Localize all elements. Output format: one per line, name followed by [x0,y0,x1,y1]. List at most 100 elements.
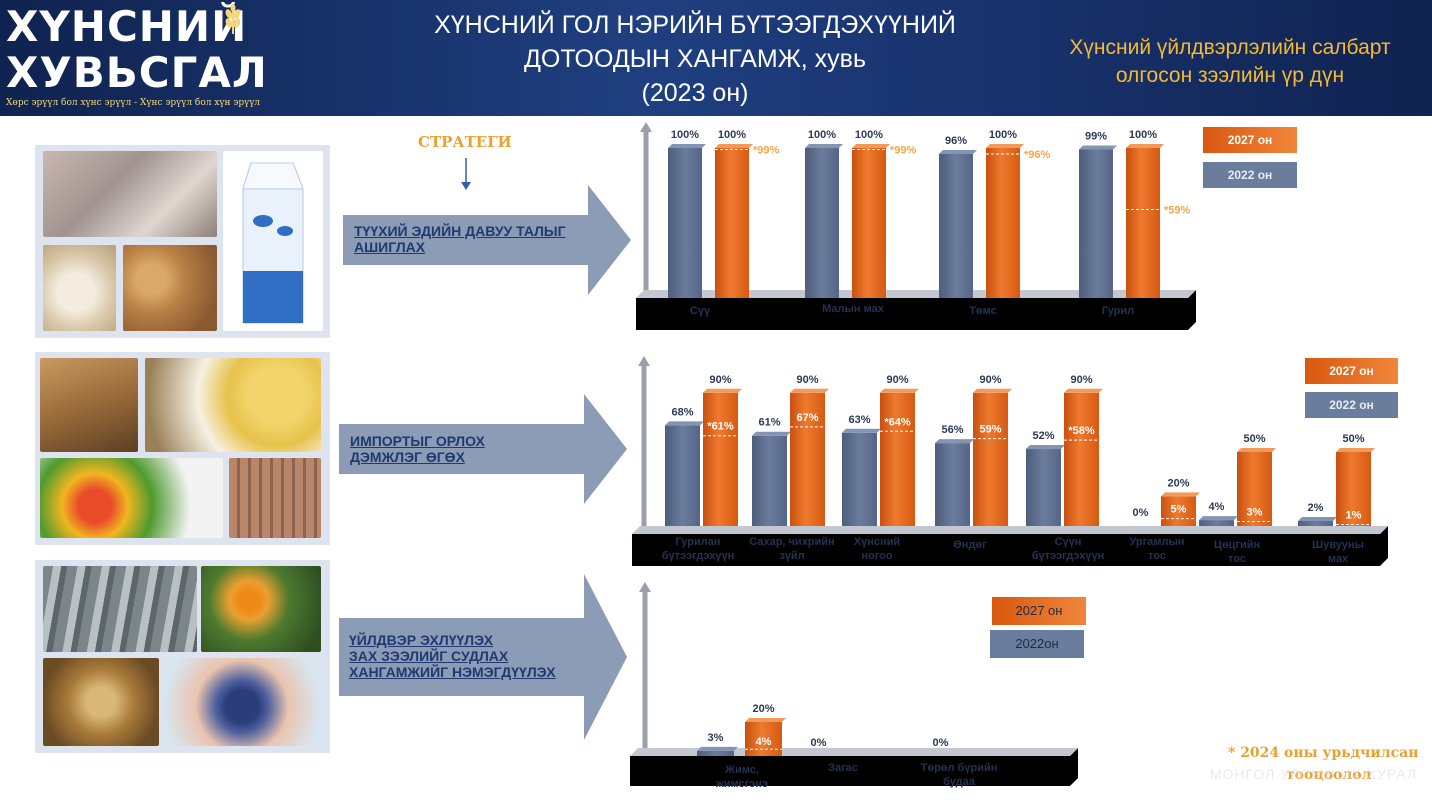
arrow-right-icon [339,394,627,504]
label-2027-1-1: 100% [855,129,883,141]
bar-2022-2-1 [752,435,787,526]
category-label-2-1: Сахар, чихрийн зүйл [749,536,834,562]
page-title: ХҮНСНИЙ ГОЛ НЭРИЙН БҮТЭЭГДЭХҮҮНИЙ ДОТООД… [380,8,1010,110]
marker-label-1-3: *59% [1164,205,1191,217]
bar-2027-top-2-5 [1161,492,1200,497]
strategy-3-line-3: ХАНГАМЖИЙГ НЭМЭГДҮҮЛЭХ [349,664,556,680]
bar-2022-1-1 [805,148,839,298]
bar-2022-3-0 [697,750,734,756]
strategy-1-label: ТҮҮХИЙ ЭДИЙН ДАВУУ ТАЛЫГ АШИГЛАХ [354,223,566,255]
marker-label-1-2: *96% [1024,149,1051,161]
label-2022-1-2: 96% [945,135,967,147]
bar-2027-top-3-0 [745,718,786,722]
vegetables-photo [40,458,223,538]
photo-panel-2 [35,352,330,545]
label-2027-2-5: 20% [1167,477,1189,489]
bar-2022-top-2-0 [665,421,704,426]
bar-2027-top-2-1 [790,388,829,393]
bar-2022-top-2-2 [842,428,881,433]
page-title-line-1: ХҮНСНИЙ ГОЛ НЭРИЙН БҮТЭЭГДЭХҮҮНИЙ [434,11,956,39]
bar-2022-top-2-3 [935,439,974,444]
bar-2027-2-1 [790,392,825,526]
bar-2027-2-6 [1237,452,1272,526]
label-2022-2-0: 68% [671,406,693,418]
category-label-2-4: Сүүн бүтээгдэхүүн [1032,536,1105,562]
bar-2027-top-2-3 [973,388,1012,393]
category-label-2-3: Өндөг [953,539,987,551]
marker-label-2-0: *61% [707,421,734,433]
marker-label-2-6: 3% [1247,507,1263,519]
label-2022-2-3: 56% [941,424,963,436]
page-subtitle-line-1: Хүнсний үйлдвэрлэлийн салбарт [1069,36,1391,59]
photo-panel-1 [35,145,330,338]
header-banner: ХҮНСНИЙ ХУВЬСГАЛ Хөрс эрүүл бол хүнс эрү… [0,0,1432,116]
strategy-2-line-2: ДЭМЖЛЭГ ӨГӨХ [350,449,465,465]
marker-label-3-0: 4% [756,736,772,748]
sea-buckthorn-photo [201,566,321,652]
bar-2022-2-0 [665,425,700,526]
marker-label-2-3: 59% [979,424,1001,436]
label-2022-2-6: 4% [1209,501,1225,513]
label-2027-1-3: 100% [1129,129,1157,141]
bar-2027-top-2-2 [880,388,919,393]
bar-2027-top-2-6 [1237,448,1276,452]
legend-2022-chart-3: 2022он [990,630,1084,658]
footnote: * 2024 оны урьдчилсан тооцоолол [1228,742,1418,786]
bar-2027-2-7 [1336,452,1371,526]
label-2027-2-7: 50% [1342,433,1364,445]
strategy-arrow-3: ҮЙЛДВЭР ЭХЛҮҮЛЭХ ЗАХ ЗЭЭЛИЙГ СУДЛАХ ХАНГ… [339,574,629,740]
bar-2022-top-2-6 [1199,516,1238,521]
marker-label-2-7: 1% [1346,510,1362,522]
strategy-arrow-down-icon [461,158,471,190]
label-2022-1-1: 100% [808,129,836,141]
dairy-photo [145,358,321,452]
label-2022-3-0: 3% [708,732,724,744]
page-subtitle-line-2: олгосон зээлийн үр дүн [1115,64,1345,87]
bar-2022-2-7 [1298,521,1333,526]
category-label-3-1: Загас [828,762,858,774]
bar-2027-1-1 [852,148,886,298]
arrow-right-icon [343,185,631,295]
footnote-line-1: * 2024 оны урьдчилсан [1228,745,1419,761]
fish-photo [43,566,197,652]
bar-2027-top-1-0 [715,144,753,148]
bar-2027-top-2-7 [1336,448,1375,452]
label-2022-1-0: 100% [671,129,699,141]
milk-carton-photo [223,151,323,331]
bar-2022-top-3-0 [697,746,738,751]
[object Object]: chart-3-floor [630,748,1078,786]
bar-2027-1-2 [986,148,1020,298]
bar-2027-top-1-2 [986,144,1024,148]
bar-2022-top-1-1 [805,144,843,148]
footnote-line-2: тооцоолол [1286,767,1372,783]
chart-1-y-axis-arrow-icon [640,122,652,132]
bar-2027-2-5 [1161,496,1196,526]
marker-label-1-1: *99% [890,145,917,157]
bar-2027-2-4 [1064,392,1099,526]
bar-2022-2-6 [1199,520,1234,526]
marker-label-2-5: 5% [1171,504,1187,516]
marker-label-2-1: 67% [796,412,818,424]
chart-3-floor-top [630,748,1078,756]
strategy-label: СТРАТЕГИ [418,133,512,151]
strategy-3-line-2: ЗАХ ЗЭЭЛИЙГ СУДЛАХ [349,648,509,664]
bar-2022-top-1-3 [1079,145,1117,150]
category-label-1-1: Малын мах [822,303,885,315]
label-2027-1-2: 100% [989,129,1017,141]
[object Object]: chart-2-floor [632,526,1388,566]
label-2027-3-0: 20% [752,703,774,715]
category-label-2-7: Шувууны мах [1312,539,1364,565]
flour-photo [43,245,116,331]
wheat-icon [225,4,241,34]
bar-2027-3-0 [745,722,782,756]
arrow-right-icon [339,574,627,740]
label-2027-2-6: 50% [1243,433,1265,445]
category-label-3-2: Төрөл бүрийн будаа [921,762,998,788]
logo: ХҮНСНИЙ ХУВЬСГАЛ Хөрс эрүүл бол хүнс эрү… [6,4,267,109]
strategy-1-line-2: АШИГЛАХ [354,239,426,255]
blueberries-photo [163,658,321,746]
bar-2027-top-2-0 [703,388,742,393]
bar-2022-top-2-4 [1026,445,1065,450]
label-2027-2-4: 90% [1070,374,1092,386]
strategy-1-line-1: ТҮҮХИЙ ЭДИЙН ДАВУУ ТАЛЫГ [354,223,566,239]
